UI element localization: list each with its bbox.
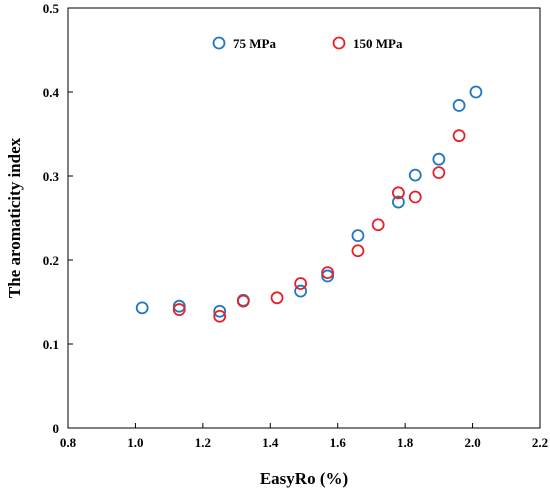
- data-point: [351, 229, 365, 243]
- data-point: [321, 266, 335, 280]
- x-tick-label: 0.8: [60, 435, 77, 450]
- y-axis-title: The aromaticity index: [5, 137, 24, 298]
- y-axis: 0 0.1 0.2 0.3 0.4 0.5: [43, 1, 73, 436]
- data-point: [452, 129, 466, 143]
- x-tick-label: 1.0: [127, 435, 143, 450]
- data-point: [452, 99, 466, 112]
- legend-marker: [212, 36, 226, 50]
- series-2: [172, 129, 466, 323]
- legend-item: 150 MPa: [332, 36, 403, 51]
- data-point: [469, 85, 483, 99]
- plot-area: [67, 7, 541, 429]
- data-point: [270, 291, 284, 305]
- data-point: [172, 303, 186, 316]
- data-point: [213, 309, 227, 323]
- x-axis: 0.8 1.0 1.2 1.4 1.6 1.8 2.0 2.2: [60, 423, 548, 450]
- legend-label: 150 MPa: [353, 36, 403, 51]
- data-point: [236, 294, 250, 308]
- data-point: [172, 299, 186, 313]
- x-axis-title: EasyRo (%): [260, 469, 348, 488]
- data-point: [391, 186, 405, 200]
- legend: 75 MPa 150 MPa: [212, 36, 403, 51]
- y-tick-label: 0.5: [43, 1, 60, 16]
- x-tick-label: 1.8: [397, 435, 414, 450]
- data-point: [371, 218, 385, 232]
- y-tick-label: 0: [53, 421, 60, 436]
- data-point: [408, 190, 422, 204]
- data-point: [213, 304, 227, 318]
- y-tick-label: 0.3: [43, 169, 60, 184]
- data-point: [135, 301, 149, 315]
- legend-item: 75 MPa: [212, 36, 276, 51]
- legend-label: 75 MPa: [233, 36, 276, 51]
- series-1: [135, 85, 483, 318]
- data-point: [391, 195, 405, 209]
- x-tick-label: 2.0: [464, 435, 480, 450]
- legend-marker: [332, 36, 346, 50]
- x-tick-label: 1.2: [195, 435, 211, 450]
- x-tick-label: 1.4: [262, 435, 279, 450]
- x-tick-label: 1.6: [330, 435, 347, 450]
- y-tick-label: 0.2: [43, 253, 59, 268]
- data-point: [294, 277, 308, 290]
- y-tick-label: 0.1: [43, 337, 59, 352]
- data-point: [432, 152, 446, 166]
- y-tick-label: 0.4: [43, 85, 60, 100]
- data-point: [294, 284, 308, 298]
- data-point: [351, 244, 365, 258]
- data-points: [135, 85, 483, 323]
- x-tick-label: 2.2: [532, 435, 548, 450]
- data-point: [321, 269, 335, 283]
- data-point: [432, 166, 446, 180]
- data-point: [408, 168, 422, 182]
